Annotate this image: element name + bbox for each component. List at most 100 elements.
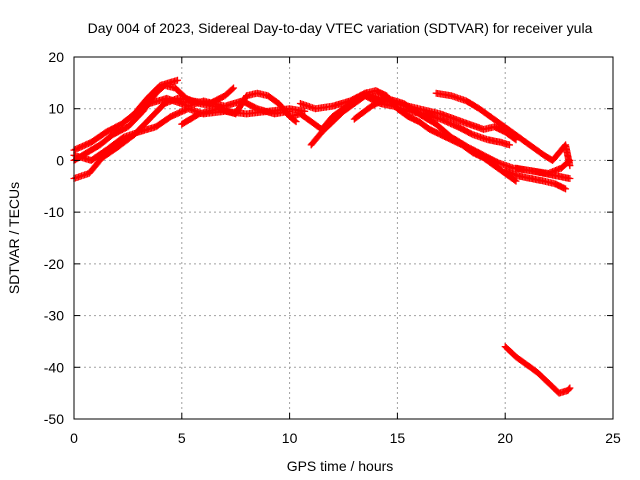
data-point-group <box>415 118 432 132</box>
data-point-group <box>156 77 180 89</box>
data-point-group <box>458 118 486 133</box>
data-point-group <box>447 92 469 104</box>
data-point-group <box>109 124 130 139</box>
data-point-group <box>527 175 547 185</box>
data-point-group <box>432 89 454 99</box>
data-point-group <box>368 95 389 110</box>
data-point-group <box>178 111 202 128</box>
data-point-group <box>130 96 150 118</box>
data-point-group <box>163 94 191 110</box>
y-tick-label: -20 <box>44 256 64 272</box>
data-point <box>566 175 574 183</box>
data-point-group <box>96 132 116 149</box>
series-track-5 <box>146 94 294 118</box>
data-point-group <box>415 110 439 127</box>
data-point-group <box>102 134 126 154</box>
data-point-group <box>87 147 109 164</box>
y-tick-label: -40 <box>44 359 64 375</box>
data-point-group <box>497 120 514 135</box>
x-axis-label: GPS time / hours <box>287 458 394 474</box>
data-point-group <box>475 105 493 120</box>
data-point-group <box>512 353 530 368</box>
data-point-group <box>167 105 191 120</box>
data-point-group <box>490 123 508 135</box>
data-point <box>512 177 520 185</box>
data-point-group <box>400 100 422 117</box>
data-point-group <box>346 90 368 105</box>
data-point-group <box>146 101 167 123</box>
y-tick-label: -50 <box>44 411 64 427</box>
y-tick-label: -10 <box>44 204 64 220</box>
y-tick-label: 20 <box>48 49 64 65</box>
data-point-group <box>484 136 503 146</box>
data-point-group <box>215 105 238 117</box>
data-point-group <box>534 369 551 386</box>
data-point-group <box>518 136 536 151</box>
y-tick-label: 0 <box>56 152 64 168</box>
data-point-group <box>232 93 250 118</box>
data-series <box>70 76 574 397</box>
data-point-group <box>340 100 357 115</box>
data-point-group <box>415 105 443 117</box>
y-tick-label: 10 <box>48 101 64 117</box>
data-point-group <box>469 131 490 143</box>
data-point-group <box>432 120 454 140</box>
data-point-group <box>495 159 516 172</box>
data-point-group <box>318 119 336 136</box>
data-point-group <box>146 95 169 107</box>
data-point-group <box>454 123 475 138</box>
data-point-group <box>508 128 525 143</box>
data-point-group <box>564 385 573 395</box>
x-tick-label: 10 <box>282 430 298 446</box>
data-point <box>562 185 570 193</box>
data-point <box>230 84 238 92</box>
data-point-group <box>98 144 120 162</box>
data-point-group <box>296 110 314 125</box>
data-point-group <box>501 343 519 360</box>
data-point-group <box>350 103 374 123</box>
data-point-group <box>426 125 443 138</box>
x-tick-label: 5 <box>178 430 186 446</box>
data-point <box>506 141 514 149</box>
data-point-group <box>523 361 540 376</box>
data-point-group <box>83 142 103 157</box>
data-point-group <box>490 162 508 176</box>
data-point-group <box>221 85 236 100</box>
data-point-group <box>437 110 465 125</box>
data-point <box>566 384 574 392</box>
data-point-group <box>85 155 105 177</box>
data-point <box>292 118 300 126</box>
y-tick-label: -30 <box>44 308 64 324</box>
data-point-group <box>135 123 158 136</box>
data-point-group <box>529 144 547 158</box>
ticks: 0 5 10 15 20 25 -50 -40 -30 -20 -10 0 10 20 <box>44 49 621 446</box>
data-point-group <box>264 92 282 107</box>
data-point-group <box>551 180 568 192</box>
data-point-group <box>372 87 389 99</box>
data-point-group <box>501 128 519 143</box>
data-point-group <box>184 98 206 110</box>
data-point-group <box>152 113 174 131</box>
data-point-group <box>307 129 325 149</box>
series-track-6 <box>178 89 300 128</box>
data-point-group <box>465 144 486 159</box>
series-track-11 <box>432 89 574 170</box>
data-point-group <box>383 94 406 107</box>
data-point-group <box>117 111 137 128</box>
data-point-group <box>389 102 411 115</box>
data-point-group <box>275 100 293 119</box>
data-point-group <box>143 83 163 102</box>
data-point <box>566 162 574 170</box>
data-point-group <box>447 133 471 151</box>
data-point-group <box>120 129 141 141</box>
data-point-group <box>462 97 482 112</box>
data-point-group <box>549 150 562 164</box>
series-track-13 <box>512 164 574 183</box>
y-axis-label: SDTVAR / TECUs <box>6 182 22 294</box>
data-point-group <box>329 108 346 126</box>
data-point-group <box>296 100 318 112</box>
data-point <box>173 76 181 84</box>
data-point-group <box>486 113 504 127</box>
x-tick-label: 0 <box>70 430 78 446</box>
